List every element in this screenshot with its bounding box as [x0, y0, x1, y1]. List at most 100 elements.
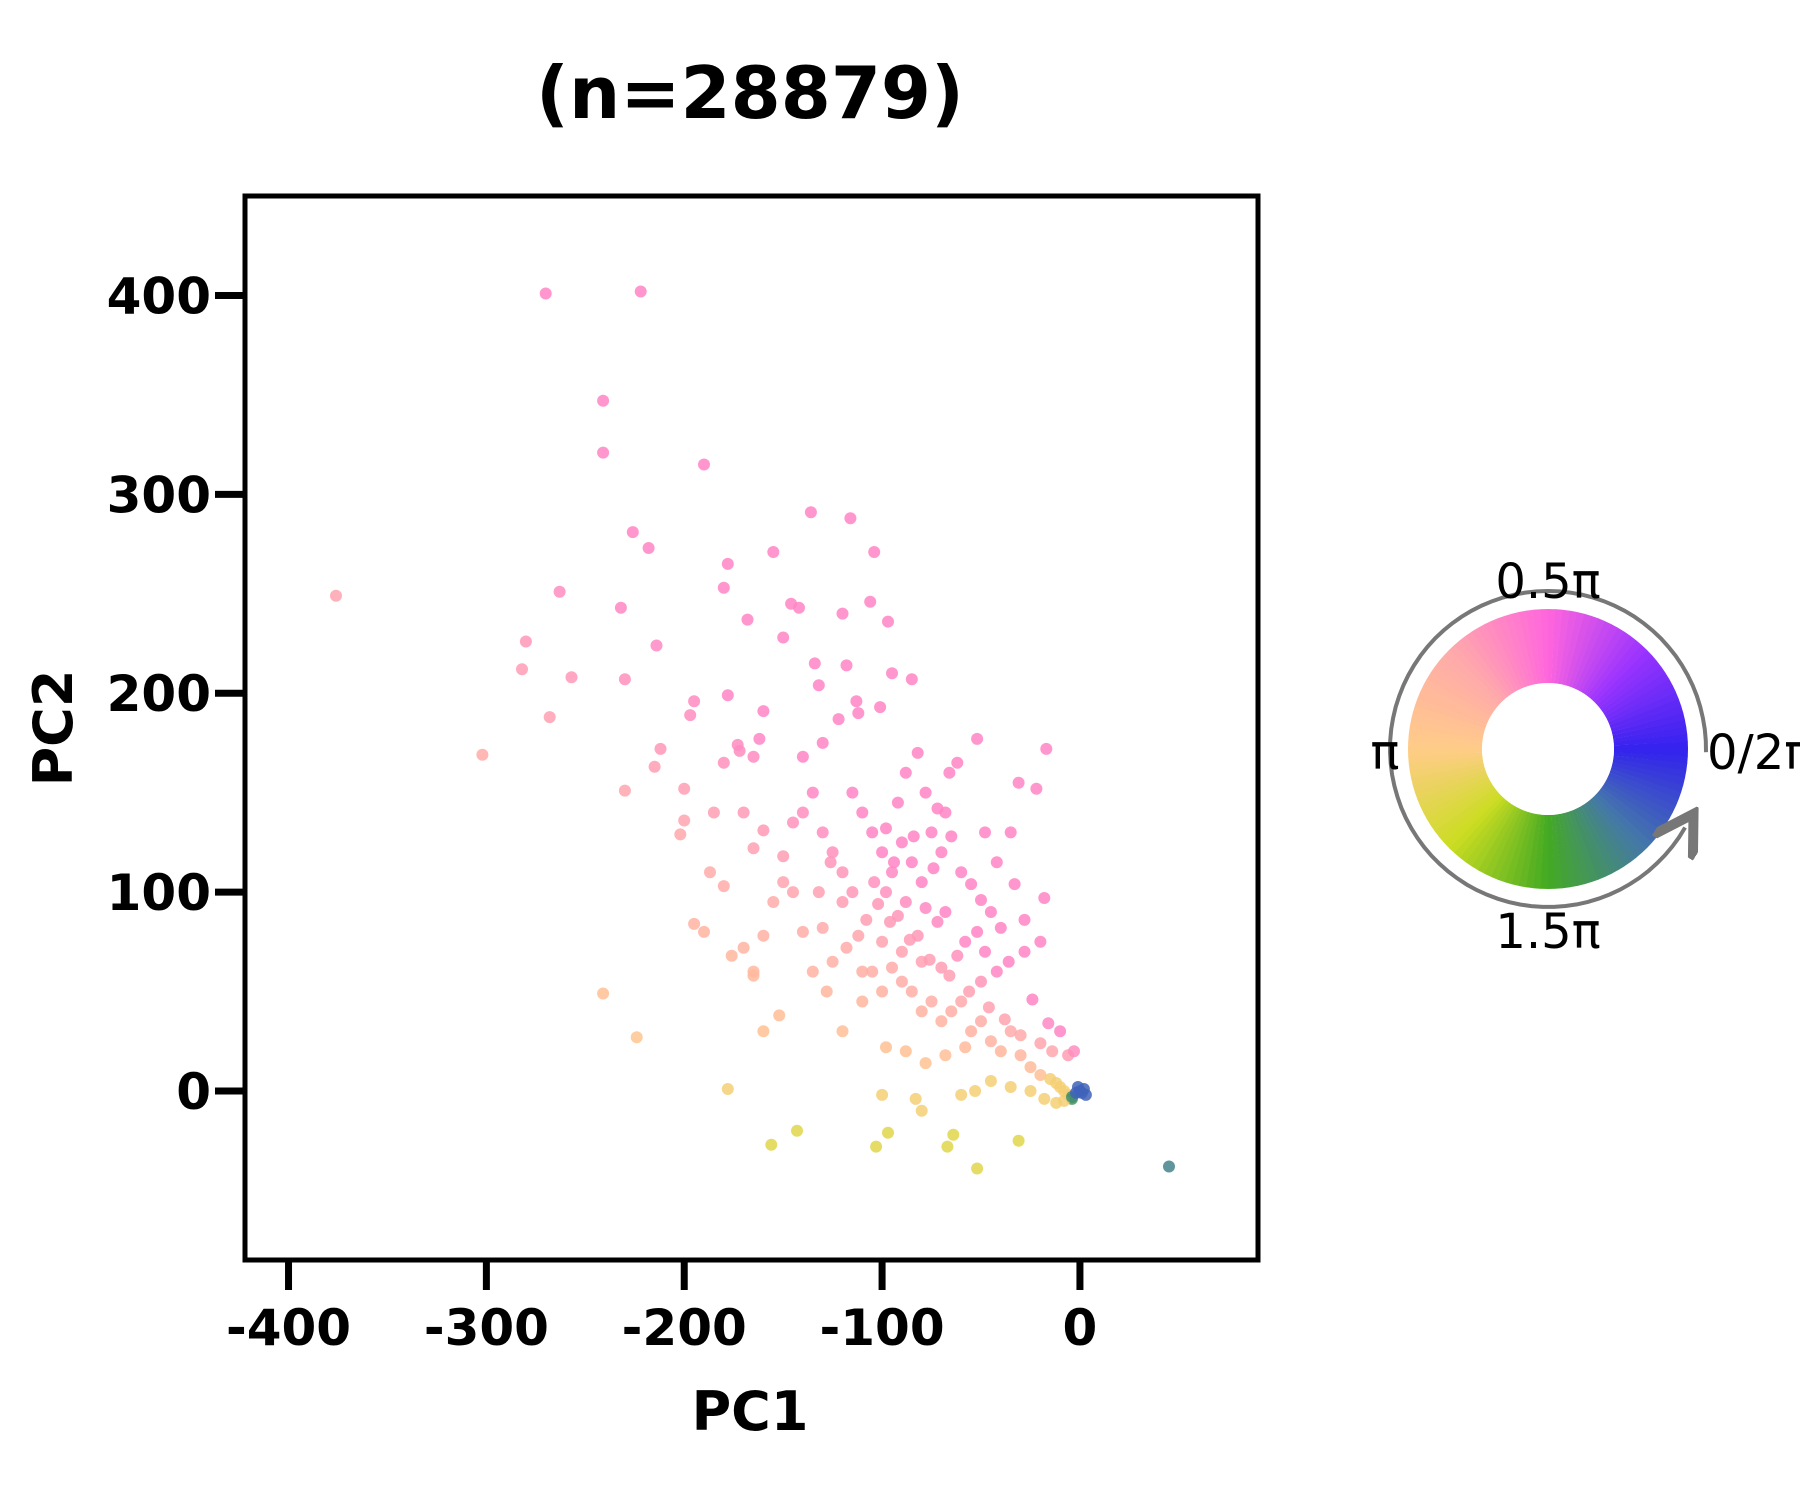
data-point — [787, 816, 799, 829]
data-point — [793, 601, 805, 614]
wheel-segment — [1459, 635, 1510, 698]
data-point — [927, 862, 940, 875]
data-point — [731, 738, 744, 751]
data-point — [939, 806, 952, 819]
x-tick-label: 0 — [1063, 1299, 1098, 1357]
data-point — [816, 736, 829, 749]
data-point — [747, 969, 760, 982]
data-point — [979, 945, 991, 958]
data-point — [1042, 1017, 1055, 1030]
y-axis: 0 100 200 300 400 — [107, 267, 245, 1121]
data-point — [741, 613, 754, 626]
wheel-segment — [1448, 644, 1504, 703]
data-point — [816, 826, 829, 839]
data-point — [747, 842, 760, 855]
wheel-segment — [1574, 620, 1612, 691]
data-point — [1054, 1025, 1067, 1038]
data-point — [907, 830, 920, 843]
wheel-segment — [1423, 778, 1491, 820]
data-point — [982, 1001, 995, 1014]
wheel-label-right: 0/2π — [1707, 725, 1800, 781]
data-point — [1026, 993, 1039, 1006]
wheel-segment — [1612, 719, 1687, 739]
wheel-segment — [1439, 790, 1500, 843]
data-point — [864, 595, 877, 608]
data-point — [826, 955, 839, 968]
data-point — [951, 949, 964, 962]
data-point — [911, 746, 924, 759]
wheel-segment — [1412, 705, 1486, 733]
wheel-segment — [1581, 804, 1625, 871]
data-point — [909, 1092, 922, 1105]
wheel-segment — [1592, 644, 1647, 703]
data-point — [836, 866, 849, 879]
data-point — [884, 915, 896, 928]
data-point — [870, 1140, 883, 1153]
data-point — [330, 589, 342, 602]
data-point — [998, 1013, 1011, 1026]
wheel-segment — [1471, 627, 1515, 694]
data-point — [984, 1035, 997, 1048]
wheel-segment — [1554, 609, 1570, 684]
wheel-segment — [1409, 759, 1484, 779]
wheel-segment — [1465, 631, 1513, 696]
wheel-segment — [1430, 784, 1495, 832]
wheel-segment — [1596, 655, 1657, 708]
data-point — [707, 806, 720, 819]
wheel-segment — [1434, 660, 1497, 711]
wheel-segment — [1412, 766, 1486, 793]
data-point — [923, 953, 936, 966]
data-point — [947, 1128, 960, 1141]
wheel-segment — [1601, 784, 1666, 832]
data-point — [919, 1057, 932, 1070]
data-point — [872, 898, 885, 910]
data-point — [856, 806, 869, 819]
data-point — [757, 1025, 770, 1038]
wheel-segment — [1414, 698, 1487, 729]
data-point — [1014, 1049, 1027, 1062]
wheel-segment — [1411, 762, 1485, 786]
wheel-segment — [1609, 698, 1682, 729]
data-point — [1038, 892, 1051, 904]
y-tick-label: 400 — [107, 267, 211, 325]
wheel-segment — [1558, 610, 1578, 685]
wheel-segment — [1518, 610, 1538, 685]
data-point — [757, 929, 770, 942]
data-point — [888, 856, 900, 869]
wheel-segment — [1417, 692, 1488, 726]
wheel-segment — [1420, 775, 1490, 813]
wheel-segment — [1594, 793, 1653, 848]
wheel-segment — [1408, 741, 1483, 750]
data-point — [777, 850, 790, 863]
data-point — [737, 941, 750, 954]
data-point — [597, 446, 610, 459]
wheel-segment — [1606, 775, 1677, 813]
data-point — [971, 1162, 984, 1175]
wheel-segment — [1438, 655, 1499, 708]
data-point — [915, 876, 928, 889]
data-point — [1004, 1081, 1017, 1093]
wheel-segment — [1477, 624, 1519, 692]
data-point — [1024, 1061, 1037, 1074]
x-tick-label: -400 — [226, 1299, 351, 1357]
wheel-label-top: 0.5π — [1495, 554, 1600, 610]
data-point — [846, 786, 859, 799]
wheel-segment — [1608, 691, 1679, 726]
data-point — [905, 985, 918, 998]
wheel-segment — [1577, 806, 1619, 874]
data-point — [891, 796, 904, 809]
data-point — [650, 639, 663, 652]
y-tick-label: 200 — [107, 665, 211, 723]
data-point — [963, 985, 976, 998]
wheel-segment — [1589, 639, 1642, 700]
wheel-segment — [1592, 795, 1648, 854]
data-point — [994, 921, 1007, 934]
data-point — [935, 1015, 948, 1028]
data-point — [1018, 913, 1031, 926]
y-tick-label: 300 — [107, 466, 211, 524]
data-point — [955, 1088, 968, 1101]
data-point — [820, 985, 833, 998]
data-point — [812, 679, 825, 692]
data-point — [1072, 1081, 1084, 1093]
